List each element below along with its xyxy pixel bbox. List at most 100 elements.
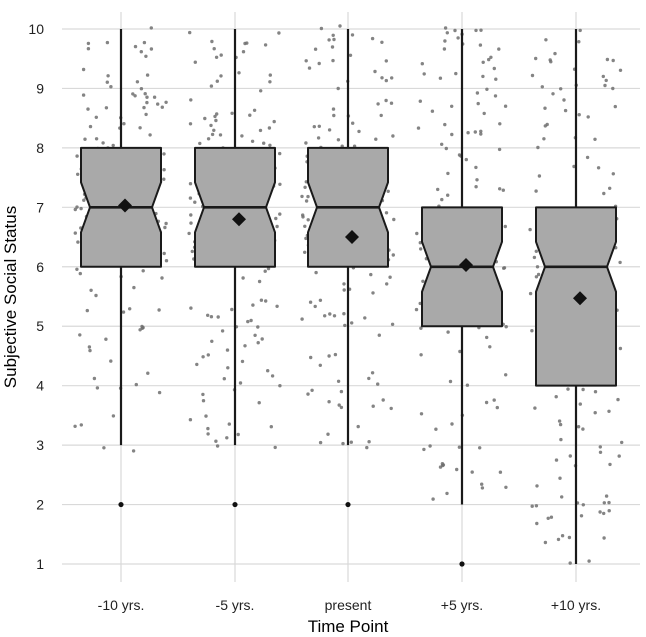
data-point bbox=[193, 60, 197, 64]
data-point bbox=[331, 107, 336, 111]
data-point bbox=[430, 109, 435, 113]
data-point bbox=[209, 123, 213, 128]
data-point bbox=[534, 275, 539, 279]
data-point bbox=[109, 359, 113, 363]
data-point bbox=[596, 166, 601, 170]
data-point bbox=[618, 346, 623, 351]
data-point bbox=[278, 151, 282, 156]
data-point bbox=[104, 106, 109, 110]
data-point bbox=[241, 276, 245, 280]
data-point bbox=[269, 425, 273, 429]
data-point bbox=[455, 467, 459, 472]
data-point bbox=[121, 310, 126, 314]
data-point bbox=[160, 276, 164, 280]
data-point bbox=[476, 101, 480, 106]
data-point bbox=[78, 271, 83, 276]
data-point bbox=[310, 388, 314, 392]
data-point bbox=[204, 414, 208, 418]
data-point bbox=[503, 104, 508, 108]
data-point bbox=[608, 462, 612, 467]
data-point bbox=[201, 392, 205, 397]
data-point bbox=[145, 95, 149, 99]
data-point bbox=[273, 445, 277, 450]
data-point bbox=[212, 128, 216, 132]
data-point bbox=[268, 80, 272, 84]
data-point bbox=[139, 50, 143, 54]
data-point bbox=[420, 62, 424, 66]
data-point bbox=[572, 164, 576, 169]
outlier-point bbox=[459, 561, 465, 567]
data-point bbox=[497, 47, 501, 51]
data-point bbox=[554, 395, 558, 399]
data-point bbox=[557, 419, 562, 423]
data-point bbox=[492, 66, 496, 71]
data-point bbox=[497, 147, 502, 152]
data-point bbox=[434, 427, 438, 431]
x-tick-label: +5 yrs. bbox=[441, 597, 483, 613]
data-point bbox=[189, 221, 193, 225]
data-point bbox=[88, 124, 93, 129]
data-point bbox=[308, 300, 313, 304]
data-point bbox=[336, 138, 341, 142]
x-axis-title: Time Point bbox=[308, 617, 389, 636]
data-point bbox=[474, 185, 478, 189]
data-point bbox=[348, 53, 353, 57]
y-tick-label: 9 bbox=[36, 80, 44, 96]
data-point bbox=[528, 291, 533, 296]
data-point bbox=[581, 427, 585, 431]
data-point bbox=[105, 80, 110, 84]
data-point bbox=[312, 125, 316, 129]
data-point bbox=[206, 426, 210, 431]
data-point bbox=[101, 141, 105, 145]
data-point bbox=[367, 440, 371, 444]
data-point bbox=[249, 318, 253, 323]
data-point bbox=[551, 92, 555, 96]
data-point bbox=[530, 504, 534, 508]
data-point bbox=[86, 47, 91, 51]
data-point bbox=[81, 67, 86, 72]
data-point bbox=[327, 128, 332, 132]
data-point bbox=[304, 236, 308, 241]
data-point bbox=[206, 353, 210, 357]
data-point bbox=[131, 449, 136, 453]
data-point bbox=[250, 139, 255, 143]
data-point bbox=[448, 379, 453, 384]
data-point bbox=[544, 38, 548, 42]
data-point bbox=[253, 333, 257, 337]
data-point bbox=[602, 536, 606, 540]
data-point bbox=[257, 279, 262, 284]
data-point bbox=[543, 106, 547, 110]
data-point bbox=[236, 432, 240, 437]
data-point bbox=[380, 76, 384, 80]
data-point bbox=[75, 267, 79, 271]
data-point bbox=[274, 216, 278, 221]
data-point bbox=[189, 213, 193, 217]
data-point bbox=[464, 157, 468, 162]
data-point bbox=[87, 345, 92, 349]
data-point bbox=[142, 105, 146, 110]
data-point bbox=[618, 68, 623, 73]
x-tick-label: +10 yrs. bbox=[551, 597, 601, 613]
data-point bbox=[138, 126, 142, 130]
data-point bbox=[357, 129, 361, 134]
data-point bbox=[504, 373, 508, 377]
data-point bbox=[303, 185, 307, 189]
data-point bbox=[73, 207, 78, 212]
data-point bbox=[390, 322, 395, 326]
y-tick-label: 10 bbox=[28, 21, 44, 37]
data-point bbox=[479, 28, 483, 32]
data-point bbox=[342, 288, 346, 292]
data-point bbox=[342, 312, 346, 316]
data-point bbox=[593, 411, 597, 415]
data-point bbox=[479, 129, 483, 133]
data-point bbox=[227, 422, 231, 426]
data-point bbox=[210, 39, 214, 44]
data-point bbox=[558, 476, 562, 480]
data-point bbox=[215, 444, 220, 448]
data-point bbox=[149, 26, 153, 30]
data-point bbox=[94, 137, 99, 141]
data-point bbox=[567, 535, 572, 540]
data-point bbox=[327, 400, 331, 404]
data-point bbox=[384, 211, 389, 215]
